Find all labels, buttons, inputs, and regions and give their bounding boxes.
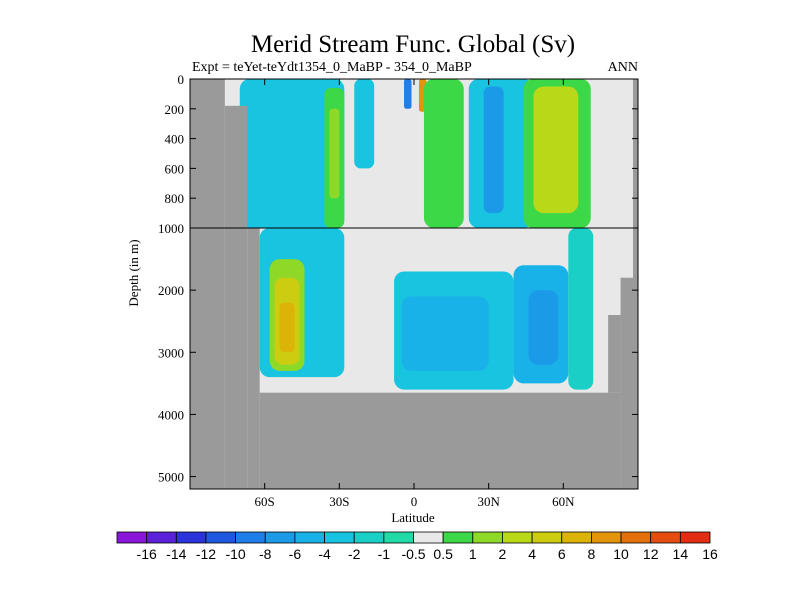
colorbar-swatch: [531, 531, 563, 544]
colorbar-swatch: [383, 531, 414, 544]
colorbar-swatch: [620, 531, 652, 544]
y-axis-label: Depth (in m): [126, 239, 141, 306]
field-region-0: [239, 79, 345, 228]
x-tick-label: 0: [411, 494, 418, 509]
colorbar-label: 10: [613, 546, 629, 562]
colorbar-label: 0.5: [433, 546, 453, 562]
colorbar: -16 -14 -12 -10 -8 -6 -4 -2 -1 -0.5 0.5 1 2 4 6 8 10 12 14…: [116, 531, 718, 562]
colorbar-label: 2: [499, 546, 507, 562]
colorbar-label: -12: [196, 546, 216, 562]
x-tick-label: 30S: [329, 494, 349, 509]
field-region-4: [279, 302, 295, 353]
colorbar-swatch: [324, 531, 355, 544]
x-tick-label: 60N: [552, 494, 575, 509]
colorbar-label: 6: [558, 546, 566, 562]
colorbar-swatch: [235, 531, 266, 544]
plot-area: [190, 79, 638, 489]
y-tick-label: 0: [178, 72, 185, 87]
colorbar-swatch: [205, 531, 236, 544]
colorbar-label: -14: [166, 546, 186, 562]
field-region-12: [401, 296, 489, 371]
field-region-10: [423, 79, 464, 228]
y-tick-label: 2000: [158, 283, 184, 298]
colorbar-swatch: [413, 531, 444, 544]
y-tick-label: 400: [165, 132, 185, 147]
land-mask-1: [224, 105, 248, 489]
x-tick-label: 60S: [255, 494, 275, 509]
y-tick-label: 5000: [158, 470, 184, 485]
colorbar-label: -2: [348, 546, 361, 562]
x-tick-label: 30N: [477, 494, 500, 509]
colorbar-swatch: [650, 531, 681, 544]
season-label: ANN: [608, 60, 638, 75]
colorbar-label: 8: [588, 546, 596, 562]
y-tick-label: 1000: [158, 221, 184, 236]
colorbar-swatch: [146, 531, 177, 544]
land-mask-4: [608, 315, 621, 393]
field-region-7: [354, 79, 375, 169]
colorbar-label: 1: [469, 546, 477, 562]
land-mask-6: [633, 79, 638, 489]
colorbar-swatch: [561, 531, 592, 544]
field-region-16: [528, 290, 559, 365]
y-tick-label: 3000: [158, 345, 184, 360]
colorbar-swatch: [472, 531, 503, 544]
experiment-label: Expt = teYet-teYdt1354_0_MaBP - 354_0_Ma…: [192, 60, 472, 75]
colorbar-label: -10: [225, 546, 245, 562]
land-mask-0: [190, 79, 225, 489]
colorbar-swatch: [679, 531, 711, 544]
colorbar-swatch: [175, 531, 207, 544]
y-tick-label: 4000: [158, 407, 184, 422]
field-region-6: [329, 108, 340, 199]
colorbar-swatch: [502, 531, 533, 544]
field-region-18: [533, 86, 579, 214]
field-region-19: [568, 228, 594, 390]
land-mask-5: [620, 277, 634, 489]
y-tick-label: 800: [165, 191, 185, 206]
axes: 0 200 400 600 800 1000 2000 3000 4000 5000 60S 30S 0…: [158, 72, 639, 509]
colorbar-label: 4: [528, 546, 536, 562]
colorbar-label: 16: [702, 546, 718, 562]
chart-title: Merid Stream Func. Global (Sv): [251, 31, 575, 58]
colorbar-swatch: [442, 531, 474, 544]
colorbar-label: -1: [378, 546, 391, 562]
y-tick-label: 200: [165, 102, 185, 117]
colorbar-swatch: [116, 531, 148, 544]
land-mask-3: [259, 392, 621, 489]
colorbar-label: 14: [673, 546, 689, 562]
colorbar-label: -8: [259, 546, 272, 562]
colorbar-swatch: [264, 531, 296, 544]
colorbar-label: -0.5: [401, 546, 425, 562]
colorbar-label: -6: [289, 546, 302, 562]
colorbar-swatch: [294, 531, 325, 544]
y-tick-label: 600: [165, 161, 185, 176]
colorbar-label: -16: [137, 546, 157, 562]
field-region-14: [483, 86, 504, 214]
colorbar-swatch: [591, 531, 622, 544]
land-mask-2: [247, 228, 260, 489]
colorbar-label: -4: [318, 546, 331, 562]
x-axis-label: Latitude: [391, 510, 435, 525]
field-region-8: [404, 79, 412, 109]
colorbar-swatch: [353, 531, 385, 544]
colorbar-label: 12: [643, 546, 659, 562]
